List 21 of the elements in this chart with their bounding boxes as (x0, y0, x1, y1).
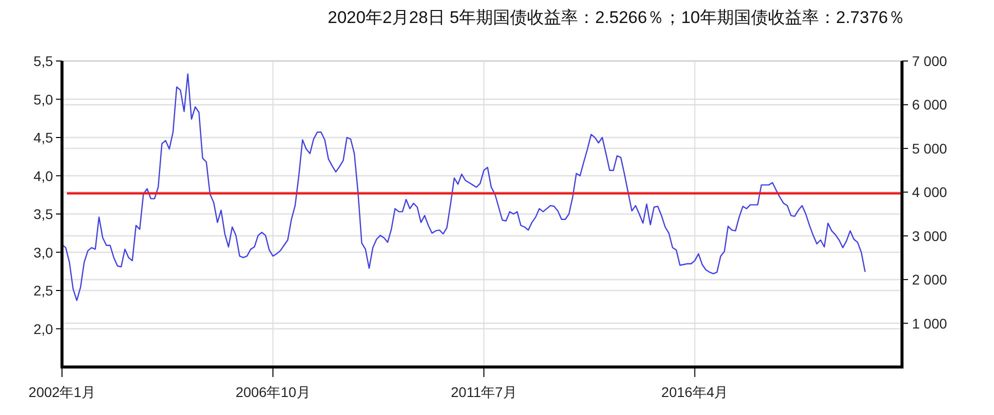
x-tick-label: 2011年7月 (450, 384, 517, 400)
y-tick-label: 4,5 (34, 130, 54, 146)
y2-tick-label: 3 000 (912, 228, 948, 244)
x-tick-label: 2006年10月 (236, 384, 310, 400)
y2-tick-label: 6 000 (912, 96, 948, 113)
y2-tick-label: 5 000 (912, 140, 948, 156)
y2-tick-label: 2 000 (912, 272, 948, 288)
x-tick-label: 2002年1月 (28, 384, 96, 400)
x-tick-label: 2016年4月 (661, 384, 728, 400)
y-tick-label: 2,0 (34, 320, 54, 337)
y-tick-label: 2,5 (34, 282, 54, 298)
y-tick-label: 5,5 (34, 53, 54, 69)
chart-title: 2020年2月28日 5年期国债收益率：2.5266％；10年期国债收益率：2.7376％ (328, 8, 905, 27)
line-series (61, 73, 866, 302)
y-tick-label: 4,0 (34, 168, 54, 184)
y2-tick-label: 4 000 (912, 184, 948, 200)
y2-tick-label: 1 000 (912, 315, 948, 332)
y2-tick-label: 7 000 (912, 53, 948, 69)
y-tick-label: 3,5 (34, 206, 54, 222)
y-tick-label: 5,0 (34, 91, 54, 108)
y-tick-label: 3,0 (34, 244, 54, 260)
